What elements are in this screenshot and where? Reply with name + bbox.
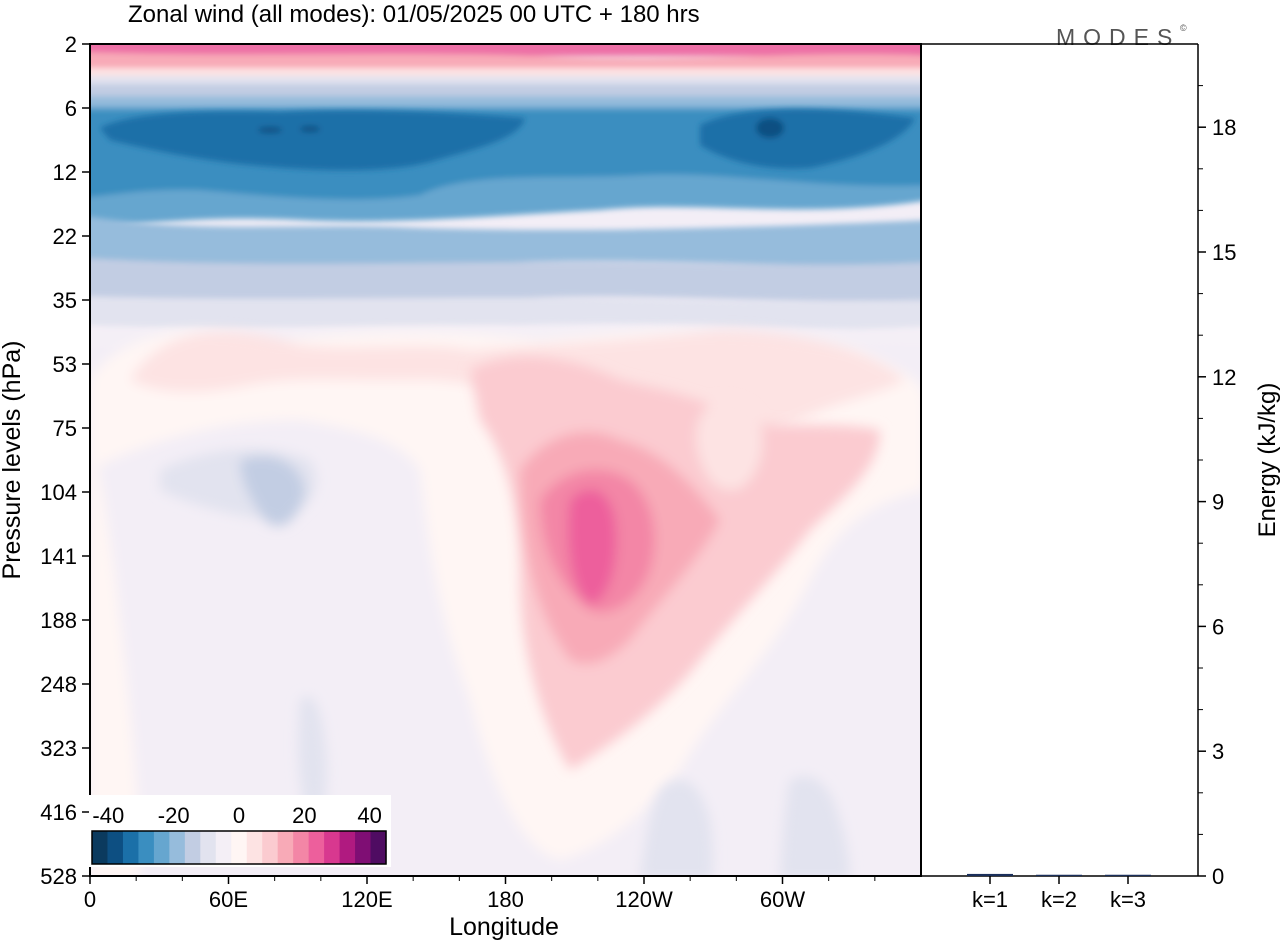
energy-axis: 0 3 6 9 12 15 18 — [1198, 85, 1236, 889]
x-tick-label: 120W — [615, 887, 673, 912]
colorbar-swatch — [169, 831, 186, 864]
colorbar-tick-label: 0 — [233, 803, 245, 828]
y-tick-label: 53 — [53, 352, 77, 377]
y-tick-label: 323 — [40, 736, 77, 761]
x-axis-label: Longitude — [449, 913, 559, 941]
bar-category-label: k=2 — [1041, 887, 1077, 912]
x-tick-label: 120E — [341, 887, 392, 912]
colorbar-swatch — [293, 831, 310, 864]
colorbar-frame — [91, 830, 387, 865]
y-tick-label: 35 — [53, 288, 77, 313]
colorbar-swatch — [339, 831, 356, 864]
colorbar-swatch — [370, 831, 387, 864]
y-tick-label: 2 — [65, 32, 77, 57]
y-tick-label: 6 — [65, 96, 77, 121]
energy-bar-k=3 — [1105, 874, 1151, 876]
colorbar-tick-label: -40 — [92, 803, 124, 828]
energy-tick-label: 12 — [1212, 365, 1236, 390]
modes-logo: MODES — [1056, 24, 1180, 50]
energy-axis-label: Energy (kJ/kg) — [1254, 383, 1280, 538]
energy-bar-k=2 — [1036, 874, 1082, 876]
energy-bars: k=1 k=2 k=3 — [967, 873, 1151, 912]
energy-tick-label: 3 — [1212, 739, 1224, 764]
y-tick-label: 104 — [40, 480, 77, 505]
colorbar-swatch — [355, 831, 372, 864]
chart-title: Zonal wind (all modes): 01/05/2025 00 UT… — [128, 1, 700, 28]
colorbar-swatch — [277, 831, 294, 864]
easterly-jet-core — [100, 108, 915, 171]
x-axis: 0 60E 120E 180 120W 60W — [84, 876, 876, 912]
upper-transition-bands — [90, 216, 921, 348]
energy-tick-label: 9 — [1212, 490, 1224, 515]
colorbar-swatch — [107, 831, 124, 864]
colorbar-swatch — [246, 831, 263, 864]
colorbar-swatch — [215, 831, 232, 864]
colorbar-tick-label: -20 — [158, 803, 190, 828]
colorbar-swatch — [231, 831, 248, 864]
y-axis: 2 6 12 22 35 53 75 104 141 188 248 323 416 528 — [40, 32, 90, 889]
y-tick-label: 75 — [53, 416, 77, 441]
energy-tick-label: 6 — [1212, 614, 1224, 639]
colorbar-swatch — [184, 831, 201, 864]
y-tick-label: 12 — [53, 160, 77, 185]
colorbar-swatch — [138, 831, 155, 864]
colorbar-tick-label: 40 — [357, 803, 381, 828]
colorbar-swatch — [153, 831, 170, 864]
energy-tick-label: 15 — [1212, 240, 1236, 265]
y-tick-label: 248 — [40, 672, 77, 697]
y-tick-label: 141 — [40, 544, 77, 569]
colorbar-swatch — [122, 831, 140, 864]
weak-easterly-patches — [160, 449, 850, 876]
colorbar-swatch — [308, 831, 325, 864]
y-tick-label: 528 — [40, 864, 77, 889]
colorbar-swatch — [92, 831, 109, 864]
colorbar-swatch — [324, 831, 341, 864]
bar-category-label: k=3 — [1110, 887, 1146, 912]
colorbar-tick-label: 20 — [292, 803, 316, 828]
energy-bar-k=1 — [967, 873, 1013, 876]
y-axis-label: Pressure levels (hPa) — [0, 341, 26, 580]
energy-tick-label: 18 — [1212, 115, 1236, 140]
bar-category-label: k=1 — [972, 887, 1008, 912]
x-tick-label: 0 — [84, 887, 96, 912]
colorbar: -40 -20 0 20 40 — [89, 795, 391, 867]
logo-copyright-mark: © — [1180, 23, 1187, 33]
y-tick-label: 22 — [53, 224, 77, 249]
x-tick-label: 60W — [760, 887, 805, 912]
x-tick-label: 60E — [209, 887, 248, 912]
x-tick-label: 180 — [487, 887, 524, 912]
colorbar-swatch — [200, 831, 217, 864]
y-tick-label: 188 — [40, 608, 77, 633]
colorbar-swatch — [262, 831, 279, 864]
zonal-wind-field — [90, 44, 921, 876]
energy-tick-label: 0 — [1212, 864, 1224, 889]
westerly-jet — [470, 356, 880, 770]
y-tick-label: 416 — [40, 800, 77, 825]
